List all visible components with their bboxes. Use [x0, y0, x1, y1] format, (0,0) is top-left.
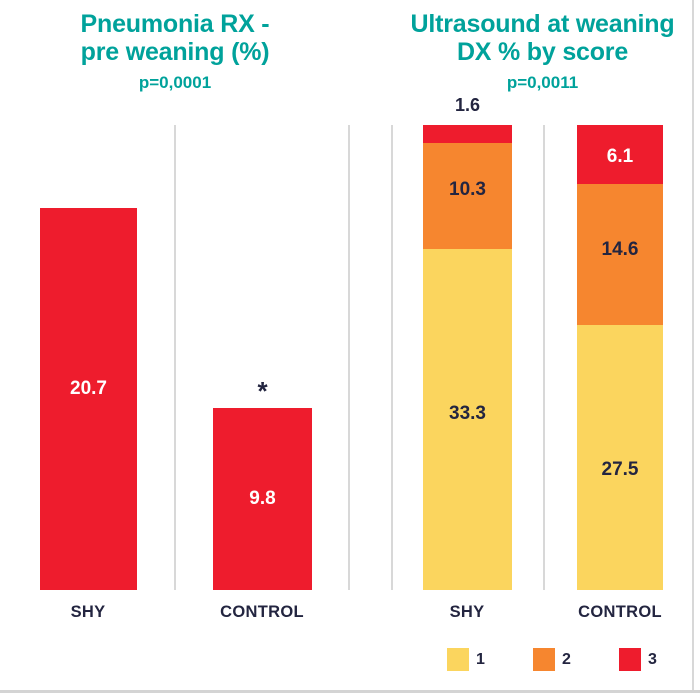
control-score1-label: 27.5	[601, 459, 639, 480]
left-chart-p-value: p=0,0001	[138, 73, 212, 92]
shy-stack-segment-score3	[423, 125, 512, 143]
bar-control-pneumonia	[213, 408, 312, 590]
shy-score3-outside-label: 1.6	[454, 95, 481, 115]
shy-stack-segment-score2	[423, 143, 512, 249]
left-chart-right-column-line	[348, 125, 350, 590]
right-chart-column-separator	[543, 125, 545, 590]
left-chart-title: Pneumonia RX - pre weaning (%)	[0, 10, 350, 66]
legend-swatch-score1	[447, 648, 469, 671]
legend-label-score3: 3	[648, 651, 657, 668]
bar-shy-value-label: 20.7	[70, 378, 107, 399]
shy-score2-label: 10.3	[449, 179, 486, 200]
right-chart-category-shy: SHY	[449, 603, 485, 621]
shy-stack-segment-score1	[423, 249, 512, 590]
legend-label-score1: 1	[476, 651, 485, 668]
right-chart-title-line2: DX % by score	[456, 38, 629, 66]
right-chart-left-column-line	[391, 125, 393, 590]
score-legend: 1 2 3	[440, 648, 680, 672]
page-right-border	[692, 0, 694, 692]
page-bottom-border	[0, 690, 700, 693]
shy-score1-label: 33.3	[449, 403, 486, 424]
right-chart-panel: Ultrasound at weaning DX % by score p=0,…	[390, 0, 695, 640]
bar-control-value-label: 9.8	[249, 488, 276, 509]
right-chart-p-value: p=0,0011	[506, 73, 579, 92]
right-chart-category-control: CONTROL	[578, 603, 662, 621]
legend-label-score2: 2	[562, 651, 571, 668]
legend-swatch-score3	[619, 648, 641, 671]
bar-shy-pneumonia	[40, 208, 137, 590]
right-chart-title-line1: Ultrasound at weaning	[410, 10, 675, 38]
right-chart-title: Ultrasound at weaning DX % by score	[390, 10, 695, 66]
control-score2-label: 14.6	[601, 239, 639, 260]
control-stack-segment-score3	[577, 125, 663, 184]
control-stack-segment-score2	[577, 184, 663, 325]
left-chart-panel: Pneumonia RX - pre weaning (%) p=0,0001 …	[0, 0, 350, 640]
left-chart-title-line2: pre weaning (%)	[80, 38, 270, 66]
left-chart-category-control: CONTROL	[220, 603, 304, 621]
control-score3-label: 6.1	[606, 146, 634, 167]
legend-swatch-score2	[533, 648, 555, 671]
significance-asterisk: *	[257, 376, 268, 406]
control-stack-segment-score1	[577, 325, 663, 590]
left-chart-title-line1: Pneumonia RX -	[80, 10, 270, 38]
left-chart-category-shy: SHY	[70, 603, 106, 621]
left-chart-column-separator	[174, 125, 176, 590]
